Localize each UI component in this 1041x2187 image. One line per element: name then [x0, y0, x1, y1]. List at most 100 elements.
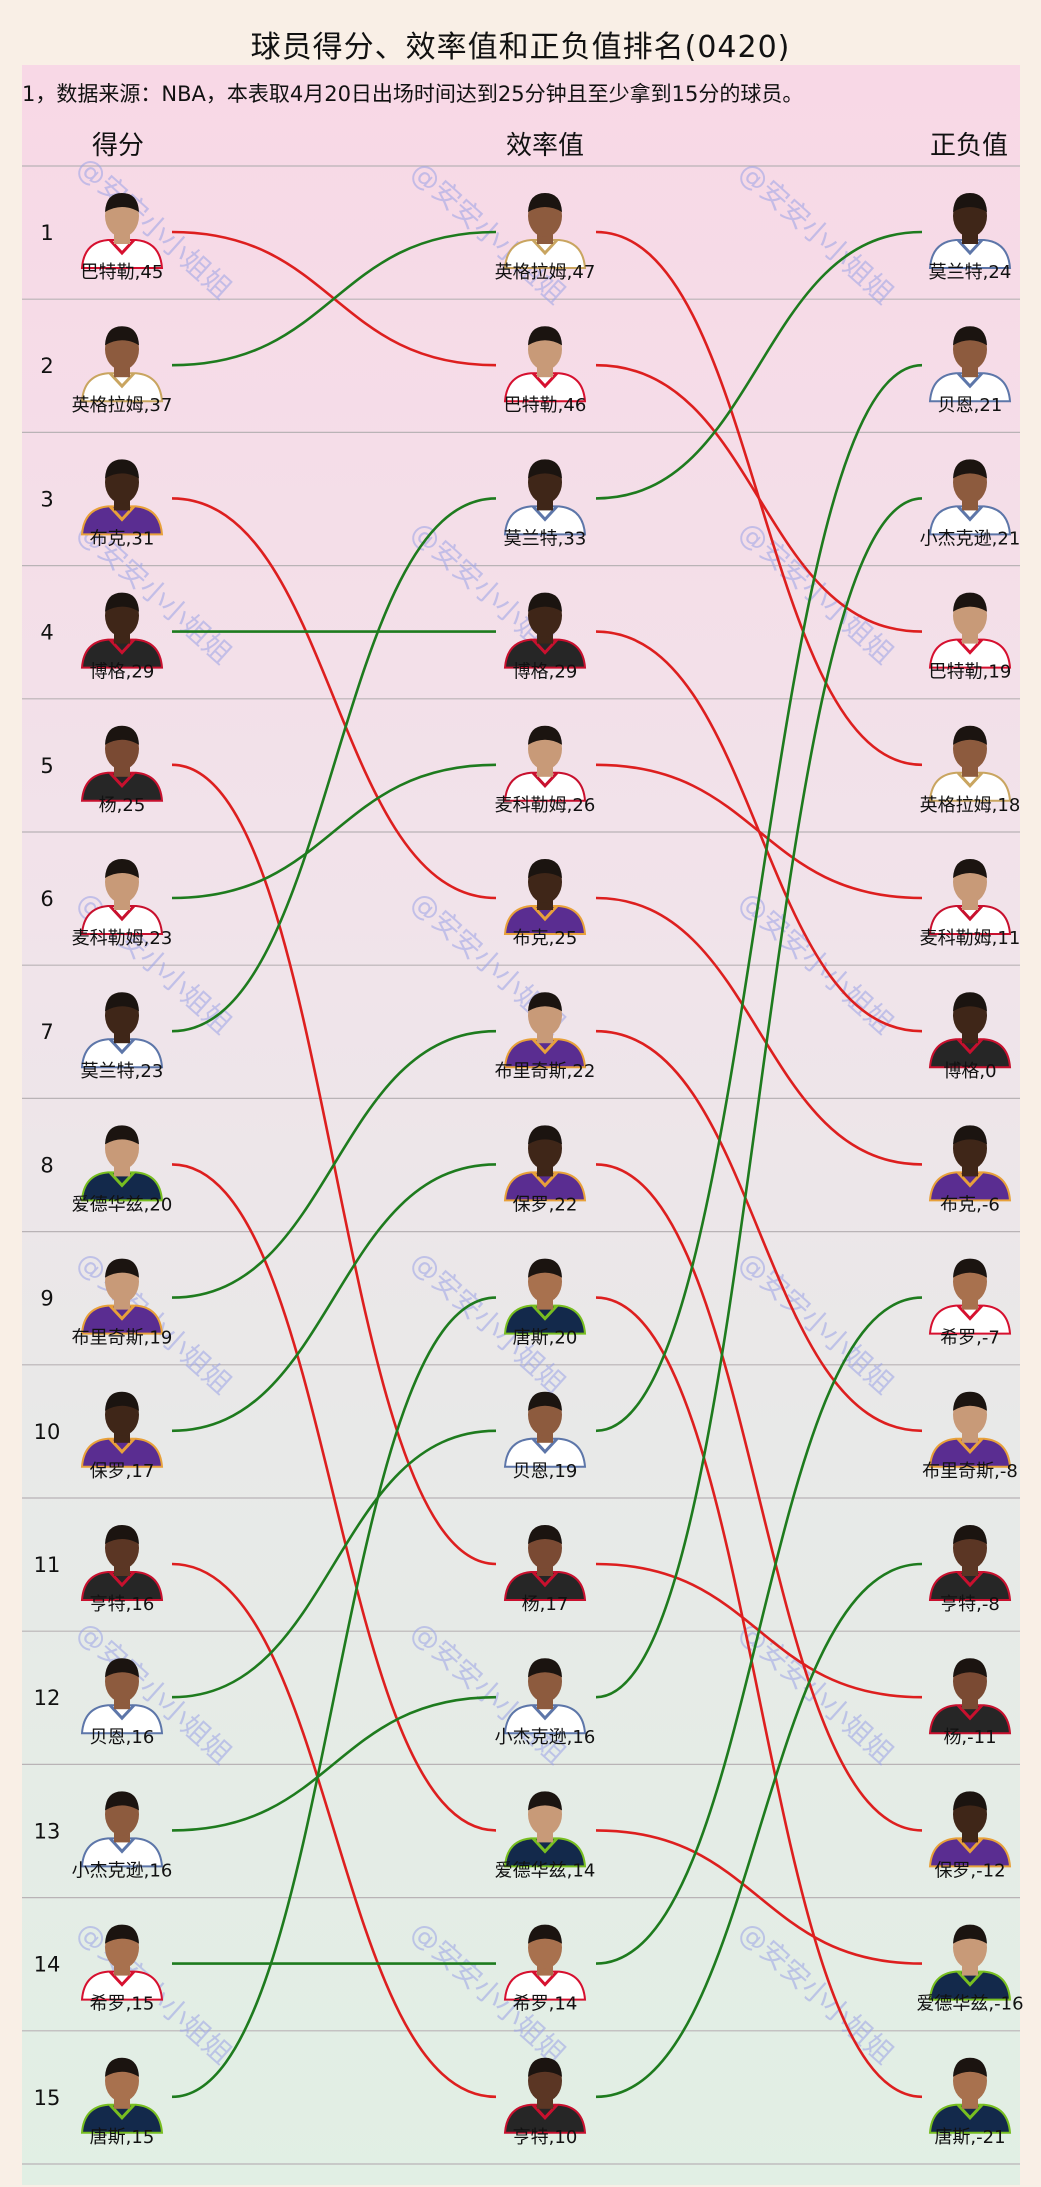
- player-avatar: [503, 2057, 587, 2134]
- player-label: 贝恩,19: [513, 1461, 578, 1482]
- player-label: 布里奇斯,22: [495, 1061, 596, 1082]
- rank-change-line: [595, 1029, 923, 1433]
- player-label: 布克,25: [513, 928, 578, 949]
- rank-change-line: [595, 763, 923, 900]
- player-label: 亨特,10: [513, 2127, 578, 2148]
- rank-change-line: [595, 1829, 923, 1965]
- player-label: 保罗,17: [90, 1461, 155, 1482]
- player-avatar: [928, 326, 1012, 403]
- player-label: 博格,29: [513, 662, 578, 683]
- player-label: 博格,0: [943, 1061, 996, 1082]
- player-avatar: [80, 1658, 164, 1735]
- player-label: 杨,-11: [943, 1727, 996, 1748]
- player-avatar: [80, 859, 164, 935]
- rank-number: 1: [40, 221, 53, 245]
- chart-title: 球员得分、效率值和正负值排名(0420): [250, 30, 791, 65]
- rank-number: 14: [34, 1953, 61, 1977]
- player-label: 英格拉姆,37: [72, 395, 173, 416]
- player-avatar: [80, 592, 164, 669]
- player-label: 贝恩,16: [90, 1727, 155, 1748]
- rank-change-line: [595, 497, 923, 1699]
- player-avatar: [503, 1924, 587, 2001]
- player-avatar: [80, 1791, 164, 1868]
- player-avatar: [503, 1391, 587, 1468]
- player-label: 小杰克逊,21: [920, 528, 1021, 549]
- rank-change-line: [171, 497, 497, 900]
- rank-change-line: [171, 1695, 497, 1832]
- rank-change-line: [595, 1163, 923, 1832]
- player-avatar: [928, 193, 1012, 269]
- player-label: 希罗,14: [513, 1994, 578, 2015]
- player-avatar: [503, 859, 587, 935]
- rank-number: 7: [40, 1020, 53, 1044]
- player-avatar: [928, 859, 1012, 935]
- player-label: 莫兰特,23: [81, 1061, 164, 1082]
- player-avatar: [928, 459, 1012, 536]
- player-label: 莫兰特,24: [929, 262, 1012, 283]
- player-avatar: [80, 459, 164, 536]
- rank-change-line: [171, 497, 497, 1033]
- player-avatar: [928, 992, 1012, 1069]
- rank-number: 3: [40, 487, 53, 511]
- player-avatar: [80, 1525, 164, 1601]
- player-avatar: [80, 992, 164, 1069]
- player-avatar: [80, 326, 164, 403]
- player-avatar: [80, 1924, 164, 2001]
- rank-number: 2: [40, 354, 53, 378]
- rank-change-line: [171, 1163, 497, 1832]
- player-label: 希罗,15: [90, 1994, 155, 2015]
- player-label: 爱德华兹,14: [495, 1860, 596, 1881]
- player-avatar: [503, 1791, 587, 1868]
- player-avatar: [503, 592, 587, 669]
- rank-change-line: [171, 1429, 497, 1699]
- player-avatar: [928, 1791, 1012, 1868]
- player-label: 英格拉姆,18: [920, 795, 1021, 816]
- player-label: 布克,-6: [940, 1194, 1000, 1215]
- player-avatar: [80, 1391, 164, 1468]
- chart-panel: [22, 65, 1020, 2185]
- player-avatar: [928, 1125, 1012, 1202]
- player-label: 杨,25: [99, 795, 146, 816]
- player-avatar: [503, 1525, 587, 1601]
- player-label: 亨特,-8: [940, 1594, 1000, 1615]
- watermark: @安安小小姐姐: [732, 1245, 900, 1401]
- rank-change-line: [171, 1029, 497, 1299]
- player-avatar: [928, 1258, 1012, 1335]
- player-avatar: [503, 459, 587, 536]
- rank-number: 15: [34, 2086, 61, 2110]
- player-avatar: [80, 725, 164, 802]
- player-label: 博格,29: [90, 662, 155, 683]
- player-avatar: [503, 1125, 587, 1202]
- player-label: 小杰克逊,16: [495, 1727, 596, 1748]
- rank-number: 6: [40, 887, 53, 911]
- player-label: 巴特勒,19: [929, 662, 1012, 683]
- player-avatar: [503, 193, 587, 269]
- player-avatar: [80, 1125, 164, 1202]
- player-label: 唐斯,-21: [934, 2127, 1005, 2148]
- rank-number: 10: [34, 1420, 61, 1444]
- rank-change-line: [595, 230, 923, 500]
- player-label: 贝恩,21: [938, 395, 1003, 416]
- rank-number: 9: [40, 1287, 53, 1311]
- rank-number: 13: [34, 1819, 61, 1843]
- player-avatar: [928, 2057, 1012, 2134]
- rank-change-line: [171, 1296, 497, 2099]
- player-avatar: [503, 725, 587, 802]
- player-avatar: [80, 2057, 164, 2134]
- player-label: 唐斯,20: [513, 1328, 578, 1349]
- player-label: 布里奇斯,-8: [922, 1461, 1018, 1482]
- rank-number: 8: [40, 1153, 53, 1177]
- rank-change-line: [595, 1296, 923, 1965]
- player-avatar: [928, 725, 1012, 802]
- player-label: 巴特勒,45: [81, 262, 164, 283]
- player-label: 小杰克逊,16: [72, 1860, 173, 1881]
- player-label: 唐斯,15: [90, 2127, 155, 2148]
- player-label: 英格拉姆,47: [495, 262, 596, 283]
- player-label: 布克,31: [90, 528, 155, 549]
- rank-change-line: [171, 1562, 497, 2099]
- player-avatar: [503, 1658, 587, 1735]
- player-label: 莫兰特,33: [504, 528, 587, 549]
- player-label: 希罗,-7: [940, 1328, 1000, 1349]
- player-label: 亨特,16: [90, 1594, 155, 1615]
- player-label: 麦科勒姆,11: [920, 928, 1021, 949]
